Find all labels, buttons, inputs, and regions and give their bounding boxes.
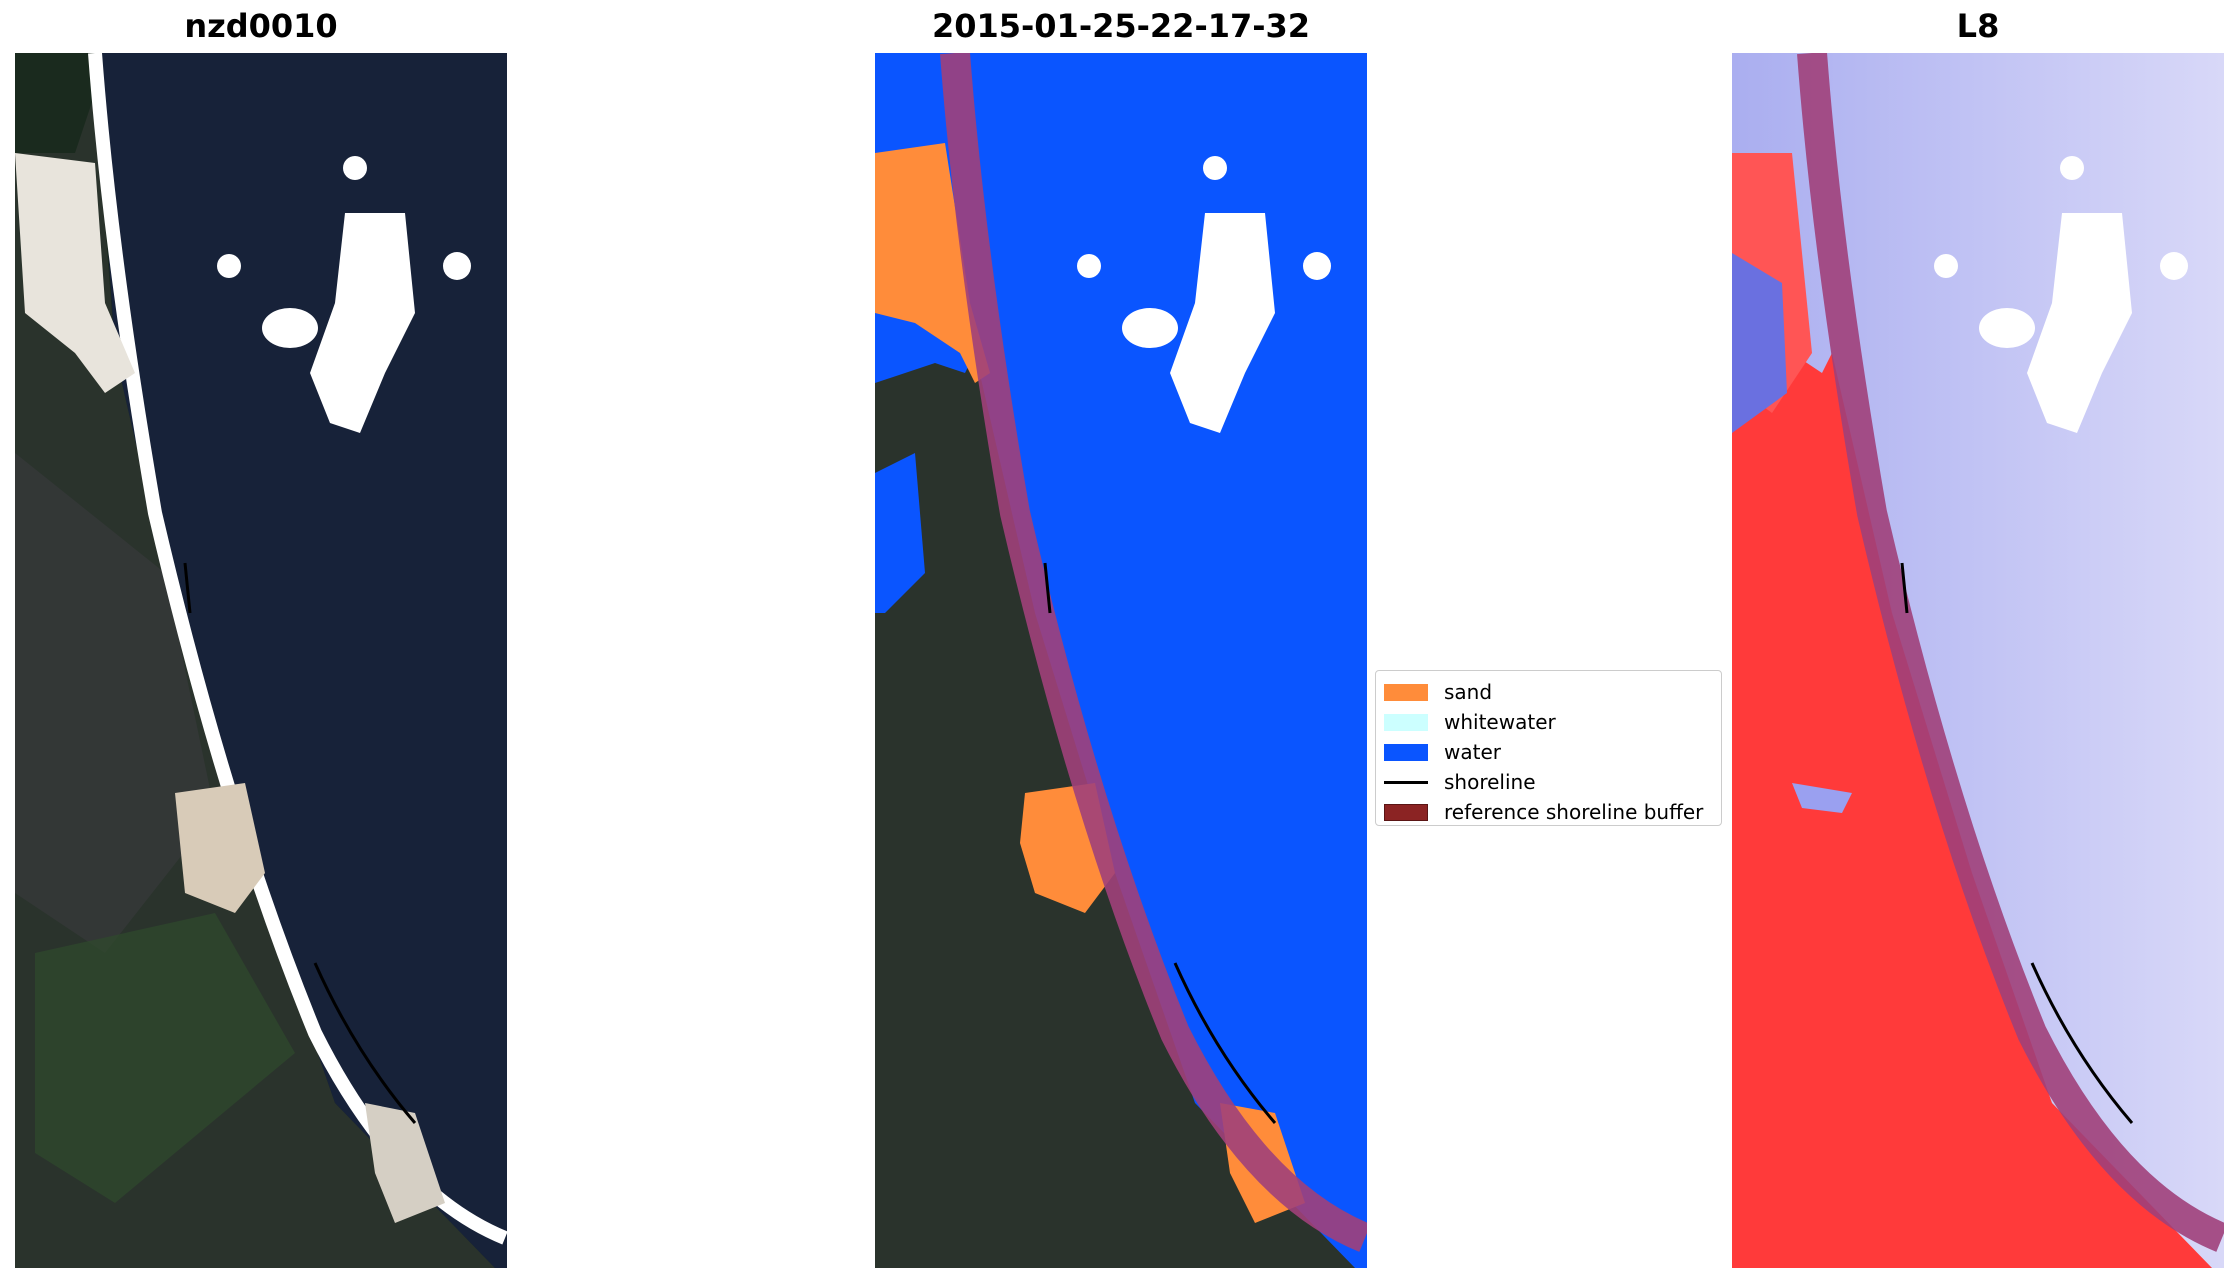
legend-label: reference shoreline buffer xyxy=(1444,800,1704,824)
rgb-image-panel xyxy=(15,53,507,1268)
legend-item-whitewater: whitewater xyxy=(1376,707,1721,737)
legend-item-shoreline: shoreline xyxy=(1376,767,1721,797)
legend-label: water xyxy=(1444,740,1501,764)
legend-label: sand xyxy=(1444,680,1493,704)
legend-label: whitewater xyxy=(1444,710,1556,734)
panel-title-classified: 2015-01-25-22-17-32 xyxy=(931,7,1311,45)
panel-title-rgb: nzd0010 xyxy=(184,7,338,45)
classified-image xyxy=(875,53,1367,1268)
sand-swatch xyxy=(1384,683,1428,701)
rgb-image xyxy=(15,53,507,1268)
water-swatch xyxy=(1384,743,1428,761)
legend: sand whitewater water shoreline referenc… xyxy=(1375,670,1722,826)
whitewater-swatch xyxy=(1384,713,1428,731)
panel-title-mndwi: L8 xyxy=(1956,7,2000,45)
buffer-swatch xyxy=(1384,803,1428,821)
legend-item-water: water xyxy=(1376,737,1721,767)
legend-label: shoreline xyxy=(1444,770,1536,794)
legend-item-sand: sand xyxy=(1376,677,1721,707)
shoreline-line xyxy=(1384,780,1428,784)
classified-image-panel xyxy=(875,53,1367,1268)
mndwi-image xyxy=(1732,53,2224,1268)
legend-item-buffer: reference shoreline buffer xyxy=(1376,797,1721,827)
mndwi-image-panel xyxy=(1732,53,2224,1268)
